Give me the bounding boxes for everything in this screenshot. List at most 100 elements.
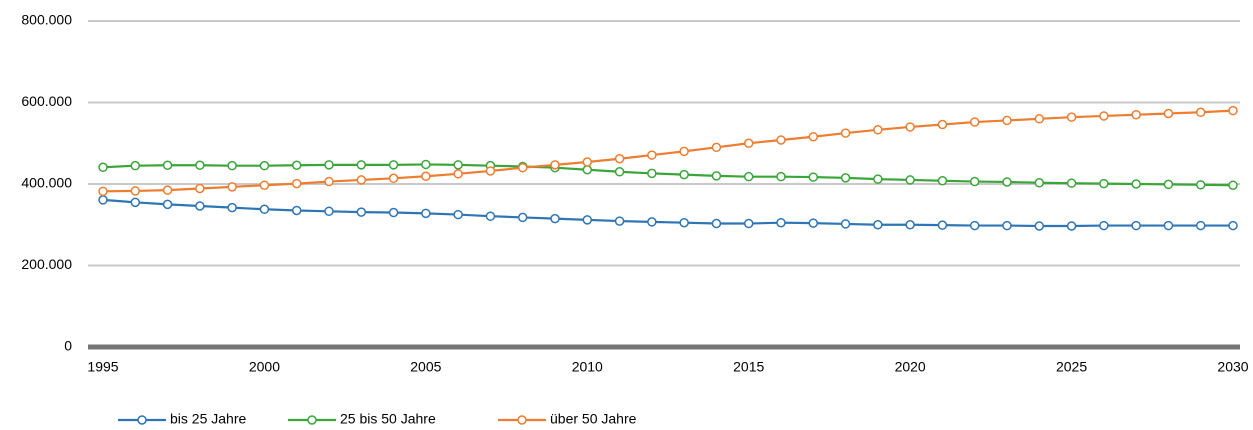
point bbox=[679, 169, 689, 180]
point bbox=[1228, 105, 1238, 116]
point bbox=[1163, 108, 1174, 119]
point bbox=[291, 205, 302, 216]
point bbox=[873, 174, 883, 184]
x-tick-label: 1995 bbox=[87, 359, 118, 375]
y-tick-label: 0 bbox=[64, 338, 72, 354]
point bbox=[1163, 220, 1174, 231]
point bbox=[421, 159, 431, 170]
point bbox=[840, 128, 851, 138]
point bbox=[1099, 220, 1109, 231]
point bbox=[162, 160, 173, 171]
point bbox=[905, 175, 915, 185]
point bbox=[1002, 115, 1012, 126]
point bbox=[227, 182, 237, 192]
point bbox=[969, 176, 980, 187]
x-tick-label: 2015 bbox=[733, 359, 764, 375]
point bbox=[614, 216, 625, 226]
point bbox=[130, 197, 141, 208]
series-line bbox=[102, 198, 1233, 228]
point bbox=[1228, 180, 1238, 190]
point bbox=[969, 117, 980, 127]
point bbox=[421, 208, 431, 219]
point bbox=[808, 218, 819, 228]
point bbox=[130, 186, 141, 196]
point bbox=[1163, 179, 1174, 190]
point bbox=[614, 153, 625, 164]
point bbox=[937, 119, 948, 130]
point bbox=[485, 166, 496, 176]
point bbox=[679, 217, 689, 228]
point bbox=[98, 162, 108, 173]
point bbox=[453, 169, 463, 179]
y-tick-label: 200.000 bbox=[21, 256, 72, 272]
legend-label: 25 bis 50 Jahre bbox=[340, 411, 436, 427]
y-tick-label: 600.000 bbox=[21, 93, 72, 109]
point bbox=[873, 220, 883, 230]
point bbox=[1228, 220, 1238, 231]
point bbox=[1099, 111, 1109, 121]
point bbox=[98, 186, 108, 197]
point bbox=[356, 175, 367, 185]
point bbox=[1131, 179, 1141, 189]
point bbox=[743, 171, 754, 182]
point bbox=[776, 135, 786, 145]
point bbox=[1195, 180, 1206, 190]
point bbox=[1195, 220, 1206, 231]
point bbox=[453, 209, 463, 220]
point bbox=[905, 220, 915, 230]
point bbox=[1099, 178, 1109, 189]
point bbox=[259, 204, 270, 215]
point bbox=[453, 160, 463, 170]
x-tick-label: 2030 bbox=[1217, 359, 1248, 375]
point bbox=[195, 160, 205, 171]
point bbox=[776, 217, 786, 228]
point bbox=[647, 168, 657, 179]
x-tick-label: 2025 bbox=[1056, 359, 1087, 375]
point bbox=[1131, 220, 1141, 231]
point bbox=[291, 178, 302, 189]
point bbox=[162, 199, 173, 210]
point bbox=[743, 138, 754, 148]
point bbox=[840, 219, 851, 229]
point bbox=[1066, 112, 1077, 122]
point bbox=[388, 207, 399, 218]
point bbox=[614, 167, 625, 177]
point bbox=[1066, 178, 1077, 188]
legend-label: über 50 Jahre bbox=[550, 411, 637, 427]
point bbox=[259, 180, 270, 190]
point bbox=[743, 218, 754, 229]
point bbox=[1002, 177, 1012, 187]
point bbox=[711, 218, 722, 229]
point bbox=[840, 173, 851, 183]
point bbox=[130, 160, 141, 171]
series-line bbox=[102, 163, 1234, 187]
point bbox=[324, 206, 334, 217]
point bbox=[421, 171, 431, 182]
point bbox=[937, 220, 948, 230]
point bbox=[227, 202, 237, 213]
point bbox=[679, 146, 689, 157]
point bbox=[711, 171, 722, 181]
point bbox=[776, 171, 786, 182]
point bbox=[98, 195, 108, 205]
point bbox=[550, 213, 560, 224]
x-tick-label: 2010 bbox=[572, 359, 603, 375]
x-tick-label: 2020 bbox=[895, 359, 926, 375]
point bbox=[227, 160, 237, 171]
x-tick-label: 2005 bbox=[410, 359, 441, 375]
point bbox=[517, 162, 528, 173]
point bbox=[1034, 114, 1045, 124]
point bbox=[1066, 221, 1077, 231]
point bbox=[324, 176, 334, 187]
point bbox=[324, 160, 334, 170]
point bbox=[647, 217, 657, 227]
point bbox=[291, 160, 302, 171]
point bbox=[195, 201, 205, 211]
point bbox=[969, 220, 980, 231]
point bbox=[905, 122, 915, 132]
point bbox=[1034, 221, 1045, 231]
point bbox=[388, 160, 399, 170]
y-tick-label: 400.000 bbox=[21, 175, 72, 191]
legend-marker bbox=[307, 415, 317, 425]
